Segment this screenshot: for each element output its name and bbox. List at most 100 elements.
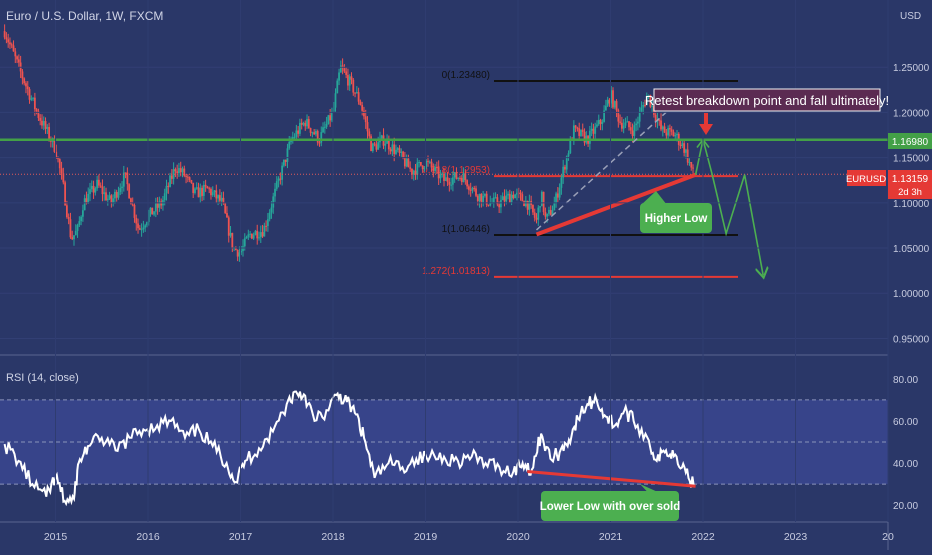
- rsi-tick-label: 20.00: [893, 501, 918, 512]
- candle-body: [377, 142, 380, 150]
- candle-body: [334, 93, 337, 108]
- candle-body: [393, 144, 396, 154]
- candle-body: [564, 166, 566, 170]
- candle-body: [674, 135, 677, 137]
- candle-body: [25, 83, 27, 87]
- candle-body: [210, 188, 212, 196]
- candle-body: [94, 188, 97, 193]
- candle-body: [560, 177, 563, 188]
- candle-body: [160, 201, 163, 206]
- candle-body: [439, 174, 442, 179]
- candle-body: [665, 132, 668, 136]
- level-price-text: 1.16980: [892, 137, 929, 148]
- candle-body: [153, 211, 155, 215]
- candle-body: [661, 126, 664, 130]
- candle-body: [186, 176, 189, 178]
- candle-body: [590, 128, 593, 131]
- candle-body: [90, 185, 93, 190]
- axes: 1.25000 1.20000 1.15000 1.10000 1.05000 1.000…: [0, 63, 930, 543]
- candle-body: [73, 235, 75, 240]
- countdown-text: 2d 3h: [898, 187, 922, 198]
- candle-body: [475, 188, 477, 196]
- price-tick-label: 1.20000: [893, 108, 930, 119]
- candle-body: [261, 232, 264, 237]
- candle-body: [508, 193, 511, 203]
- candle-body: [610, 90, 613, 104]
- candle-body: [498, 204, 501, 208]
- price-tick-label: 1.00000: [893, 289, 930, 300]
- candle-body: [450, 184, 453, 186]
- candle-body: [112, 198, 115, 203]
- candle-body: [685, 149, 687, 153]
- candle-body: [122, 172, 125, 187]
- candle-body: [430, 161, 433, 168]
- rsi-band: [0, 399, 888, 485]
- candle-body: [669, 128, 671, 130]
- candle-body: [434, 167, 437, 171]
- higher-low-box[interactable]: [640, 203, 712, 233]
- candle-body: [683, 143, 686, 153]
- candle-body: [423, 167, 426, 170]
- candle-body: [613, 101, 616, 108]
- support-trendline: [535, 172, 697, 237]
- candle-body: [615, 101, 618, 111]
- candle-body: [190, 179, 193, 183]
- candle-body: [194, 188, 196, 193]
- fib-level-label: 1(1.06446): [442, 224, 490, 235]
- candle-body: [172, 169, 175, 179]
- candle-body: [71, 237, 74, 240]
- candle-body: [667, 128, 670, 136]
- candle-body: [345, 71, 348, 75]
- candle-body: [5, 37, 8, 40]
- retest-callout-box[interactable]: [653, 88, 881, 112]
- candle-body: [569, 138, 572, 154]
- time-tick-label: 2023: [784, 531, 808, 543]
- candle-body: [103, 192, 106, 195]
- candle-body: [537, 207, 540, 220]
- price-tick-label: 0.95000: [893, 334, 930, 345]
- candle-body: [510, 194, 513, 203]
- candle-body: [638, 112, 641, 122]
- rsi-indicator[interactable]: [3, 390, 696, 507]
- candle-body: [645, 95, 648, 106]
- candle-body: [476, 195, 479, 201]
- price-candles[interactable]: [3, 24, 694, 262]
- candle-body: [628, 121, 630, 128]
- candle-body: [131, 204, 134, 206]
- broken-trendline: [535, 111, 667, 231]
- candle-body: [418, 161, 420, 163]
- fib-level-label: 1.272(1.01813): [422, 266, 490, 277]
- candle-body: [425, 160, 428, 168]
- candle-body: [224, 203, 227, 214]
- candle-body: [229, 232, 232, 236]
- candle-body: [151, 207, 154, 215]
- rsi-tick-label: 40.00: [893, 459, 918, 470]
- candle-body: [629, 127, 632, 131]
- currency-label: USD: [900, 11, 921, 22]
- lower-low-box[interactable]: [541, 491, 679, 521]
- candle-body: [647, 95, 650, 97]
- candle-body: [78, 221, 81, 226]
- candle-body: [318, 142, 321, 144]
- candle-body: [313, 132, 316, 135]
- candle-body: [690, 161, 693, 168]
- candle-body: [524, 200, 527, 207]
- candle-body: [9, 42, 11, 45]
- candle-body: [350, 76, 353, 80]
- candle-body: [542, 191, 545, 212]
- candle-body: [30, 98, 33, 100]
- candle-body: [60, 168, 63, 174]
- candle-body: [329, 115, 332, 121]
- candle-body: [10, 44, 13, 46]
- candle-body: [651, 105, 654, 107]
- candle-body: [672, 131, 675, 137]
- candle-body: [407, 158, 410, 168]
- candle-body: [553, 203, 556, 211]
- higher-low-pointer: [641, 191, 667, 205]
- candle-body: [654, 114, 657, 122]
- candle-body: [243, 238, 246, 247]
- candle-body: [617, 110, 620, 122]
- candle-body: [567, 153, 570, 157]
